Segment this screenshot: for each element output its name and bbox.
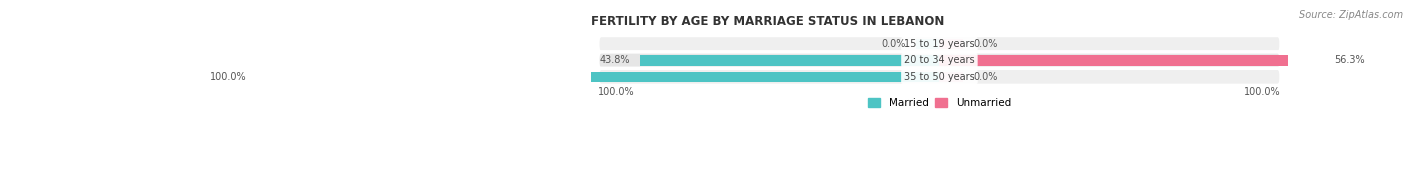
Text: 56.3%: 56.3% — [1334, 55, 1365, 65]
Bar — [939, 55, 1324, 65]
Bar — [939, 72, 963, 82]
Text: 43.8%: 43.8% — [599, 55, 630, 65]
FancyBboxPatch shape — [598, 68, 1281, 85]
Text: FERTILITY BY AGE BY MARRIAGE STATUS IN LEBANON: FERTILITY BY AGE BY MARRIAGE STATUS IN L… — [591, 15, 945, 28]
Text: 0.0%: 0.0% — [973, 72, 998, 82]
Text: 100.0%: 100.0% — [1244, 87, 1281, 97]
Text: 100.0%: 100.0% — [209, 72, 246, 82]
Text: Source: ZipAtlas.com: Source: ZipAtlas.com — [1299, 10, 1403, 20]
FancyBboxPatch shape — [598, 52, 1281, 69]
Text: 0.0%: 0.0% — [973, 39, 998, 49]
Bar — [915, 39, 939, 49]
Text: 15 to 19 years: 15 to 19 years — [904, 39, 974, 49]
Text: 35 to 50 years: 35 to 50 years — [904, 72, 974, 82]
Bar — [640, 55, 939, 65]
Text: 20 to 34 years: 20 to 34 years — [904, 55, 974, 65]
Bar — [256, 72, 939, 82]
Bar — [939, 39, 963, 49]
FancyBboxPatch shape — [598, 35, 1281, 53]
Text: 100.0%: 100.0% — [598, 87, 634, 97]
Legend: Married, Unmarried: Married, Unmarried — [863, 93, 1015, 112]
Text: 0.0%: 0.0% — [882, 39, 905, 49]
